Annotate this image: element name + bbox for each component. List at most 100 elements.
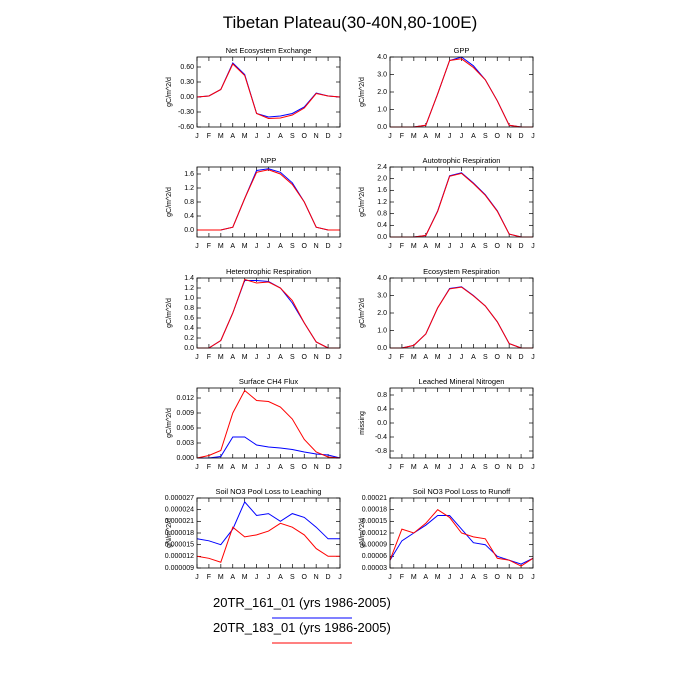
x-tick-label: M bbox=[411, 243, 417, 250]
x-tick-label: A bbox=[278, 133, 283, 140]
y-tick-label: 0.009 bbox=[176, 410, 194, 417]
x-tick-label: O bbox=[302, 464, 308, 471]
x-tick-label: A bbox=[278, 354, 283, 361]
y-tick-label: -0.60 bbox=[178, 124, 194, 131]
x-tick-label: J bbox=[460, 354, 464, 361]
x-tick-label: J bbox=[267, 354, 271, 361]
y-tick-label: 2.0 bbox=[377, 310, 387, 317]
y-tick-label: 1.6 bbox=[377, 187, 387, 194]
x-tick-label: A bbox=[230, 133, 235, 140]
y-axis-label: missing bbox=[359, 411, 366, 435]
x-tick-label: J bbox=[460, 133, 464, 140]
x-tick-label: J bbox=[195, 243, 199, 250]
series-line bbox=[197, 436, 341, 459]
x-tick-label: O bbox=[302, 574, 308, 581]
x-tick-label: D bbox=[519, 574, 524, 581]
x-tick-label: N bbox=[507, 133, 512, 140]
y-tick-label: 0.00021 bbox=[362, 495, 387, 502]
plot-frame bbox=[196, 277, 341, 349]
x-tick-label: M bbox=[242, 574, 248, 581]
y-tick-label: 3.0 bbox=[377, 71, 387, 78]
y-tick-label: 0.0 bbox=[377, 124, 387, 131]
x-tick-label: F bbox=[400, 574, 404, 581]
x-tick-label: M bbox=[218, 574, 224, 581]
x-tick-label: J bbox=[388, 133, 392, 140]
plot-frame bbox=[389, 277, 534, 349]
series-line bbox=[197, 280, 340, 349]
plot-frame bbox=[196, 387, 341, 459]
y-tick-label: 0.0 bbox=[184, 345, 194, 352]
y-tick-label: 1.0 bbox=[377, 327, 387, 334]
y-tick-label: 4.0 bbox=[377, 54, 387, 61]
x-tick-label: A bbox=[471, 574, 476, 581]
y-tick-label: 0.000021 bbox=[165, 518, 194, 525]
y-axis-label: gN/m^2/d bbox=[359, 518, 366, 548]
x-tick-label: S bbox=[483, 243, 488, 250]
x-tick-label: J bbox=[267, 464, 271, 471]
y-tick-label: 0.00012 bbox=[362, 530, 387, 537]
y-axis-label: gC/m^2/d bbox=[166, 298, 173, 328]
x-tick-label: A bbox=[471, 133, 476, 140]
y-tick-label: 4.0 bbox=[377, 275, 387, 282]
panel-title: Soil NO3 Pool Loss to Runoff bbox=[413, 487, 511, 496]
series-line bbox=[390, 286, 533, 349]
y-tick-label: 2.4 bbox=[377, 164, 387, 171]
x-tick-label: A bbox=[423, 133, 428, 140]
y-tick-label: 0.60 bbox=[180, 64, 194, 71]
x-tick-label: J bbox=[338, 133, 342, 140]
y-tick-label: -0.30 bbox=[178, 109, 194, 116]
panel-title: Net Ecosystem Exchange bbox=[226, 46, 312, 55]
y-axis-label: gC/m^2/d bbox=[166, 408, 173, 438]
x-tick-label: F bbox=[207, 243, 211, 250]
x-tick-label: F bbox=[207, 354, 211, 361]
x-tick-label: A bbox=[278, 574, 283, 581]
x-tick-label: S bbox=[483, 354, 488, 361]
x-tick-label: J bbox=[255, 133, 259, 140]
y-axis-label: gC/m^2/d bbox=[166, 187, 173, 217]
x-tick-label: D bbox=[326, 354, 331, 361]
x-tick-label: J bbox=[531, 464, 535, 471]
x-tick-label: A bbox=[423, 354, 428, 361]
y-tick-label: 0.4 bbox=[377, 222, 387, 229]
x-tick-label: M bbox=[435, 243, 441, 250]
x-tick-label: A bbox=[230, 464, 235, 471]
y-tick-label: 0.30 bbox=[180, 79, 194, 86]
x-tick-label: O bbox=[495, 464, 501, 471]
figure-title: Tibetan Plateau(30-40N,80-100E) bbox=[223, 13, 478, 32]
x-tick-label: J bbox=[448, 464, 452, 471]
x-tick-label: D bbox=[326, 133, 331, 140]
y-tick-label: 0.4 bbox=[184, 213, 194, 220]
y-tick-label: -0.8 bbox=[375, 448, 387, 455]
y-axis-label: gC/m^2/d bbox=[359, 298, 366, 328]
x-tick-label: O bbox=[495, 354, 501, 361]
x-tick-label: F bbox=[207, 574, 211, 581]
x-tick-label: M bbox=[411, 464, 417, 471]
x-tick-label: F bbox=[400, 464, 404, 471]
x-tick-label: M bbox=[218, 354, 224, 361]
x-tick-label: A bbox=[471, 354, 476, 361]
x-tick-label: O bbox=[495, 243, 501, 250]
x-tick-label: M bbox=[435, 574, 441, 581]
x-tick-label: A bbox=[471, 464, 476, 471]
x-tick-label: A bbox=[278, 464, 283, 471]
series-line bbox=[389, 509, 534, 567]
y-tick-label: 0.000015 bbox=[165, 542, 194, 549]
plot-frame bbox=[196, 166, 341, 238]
x-tick-label: J bbox=[388, 574, 392, 581]
x-tick-label: J bbox=[338, 464, 342, 471]
panel-title: Ecosystem Respiration bbox=[423, 267, 500, 276]
series-line bbox=[196, 389, 341, 459]
x-tick-label: D bbox=[519, 243, 524, 250]
y-tick-label: 0.000 bbox=[176, 455, 194, 462]
x-tick-label: M bbox=[411, 133, 417, 140]
plot-frame bbox=[389, 56, 534, 128]
plot-frame bbox=[196, 497, 341, 569]
x-tick-label: M bbox=[218, 133, 224, 140]
y-tick-label: 0.00009 bbox=[362, 542, 387, 549]
x-tick-label: A bbox=[230, 243, 235, 250]
x-tick-label: F bbox=[207, 464, 211, 471]
x-tick-label: J bbox=[448, 243, 452, 250]
y-tick-label: 0.4 bbox=[377, 406, 387, 413]
y-tick-label: 0.00 bbox=[180, 94, 194, 101]
panel-title: GPP bbox=[454, 46, 470, 55]
